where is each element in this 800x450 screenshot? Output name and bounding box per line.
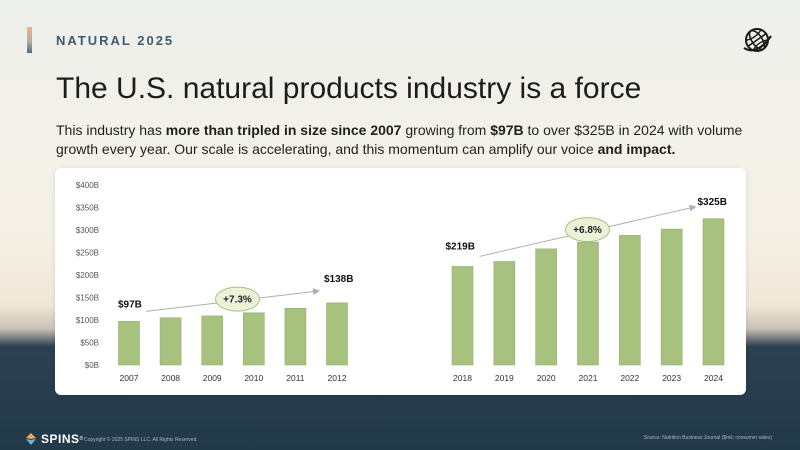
data-label-2012: $138B	[324, 274, 353, 285]
y-tick-label: $350B	[76, 204, 99, 213]
section-kicker: NATURAL 2025	[56, 33, 175, 48]
accent-bar	[27, 27, 32, 53]
bar-2009	[201, 315, 223, 366]
copyright-text: Copyright © 2025 SPINS LLC. All Rights R…	[84, 437, 198, 443]
x-tick-label: 2022	[620, 373, 639, 383]
footer-logo: SPINS ®	[24, 432, 83, 446]
growth-bubble-1	[564, 217, 610, 243]
bar-2019	[493, 261, 516, 366]
y-tick-label: $150B	[76, 294, 99, 303]
y-tick-label: $0B	[85, 361, 99, 370]
x-tick-label: 2009	[203, 373, 222, 383]
subtitle-part-2: growing from	[401, 122, 491, 138]
data-label-2018: $219B	[446, 241, 475, 252]
globe-icon	[743, 28, 772, 52]
subtitle-part-1: more than tripled in size since 2007	[165, 122, 402, 138]
data-label-2007: $97B	[118, 299, 142, 310]
subtitle-part-3: $97B	[490, 122, 524, 138]
spins-logo-icon	[26, 433, 36, 445]
bar-2010	[243, 312, 265, 366]
bar-2008	[159, 317, 182, 366]
bar-2012	[326, 302, 348, 366]
y-tick-label: $250B	[76, 249, 99, 258]
bar-2024	[702, 218, 725, 366]
y-tick-label: $200B	[76, 271, 99, 280]
growth-label-1: +6.8%	[573, 225, 602, 236]
x-tick-label: 2021	[579, 373, 598, 383]
bar-2018	[451, 266, 474, 366]
bar-2007	[118, 321, 140, 366]
x-tick-label: 2018	[453, 373, 472, 383]
bar-2020	[535, 248, 557, 366]
bar-2022	[619, 235, 641, 366]
y-tick-label: $50B	[80, 339, 99, 348]
x-tick-label: 2019	[495, 373, 514, 383]
y-tick-label: $100B	[76, 316, 99, 325]
y-tick-label: $300B	[76, 226, 99, 235]
y-tick-label: $400B	[76, 181, 99, 190]
footer-logo-text: SPINS	[41, 432, 80, 446]
x-tick-label: 2010	[244, 373, 263, 383]
growth-bubble-0	[215, 286, 260, 312]
bar-2023	[660, 228, 683, 366]
x-tick-label: 2007	[120, 373, 139, 383]
growth-label-0: +7.3%	[223, 295, 252, 306]
page-subtitle: This industry has more than tripled in s…	[56, 121, 756, 159]
x-tick-label: 2008	[161, 373, 180, 383]
x-tick-label: 2024	[704, 373, 723, 383]
subtitle-part-4: to over $325B in 2024 with volume growth…	[56, 122, 743, 157]
subtitle-part-5: and impact.	[597, 141, 676, 157]
footer-logo-trademark: ®	[79, 436, 84, 442]
subtitle-part-0: This industry has	[56, 122, 166, 138]
data-label-2024: $325B	[697, 197, 726, 208]
x-tick-label: 2023	[662, 373, 681, 383]
x-tick-label: 2012	[328, 373, 347, 383]
bar-2021	[577, 241, 599, 366]
page-title: The U.S. natural products industry is a …	[56, 72, 642, 105]
source-note: Source: Nutrition Business Journal ($mil…	[643, 435, 772, 441]
x-tick-label: 2020	[537, 373, 556, 383]
bar-2011	[284, 307, 307, 366]
x-tick-label: 2011	[286, 373, 305, 383]
